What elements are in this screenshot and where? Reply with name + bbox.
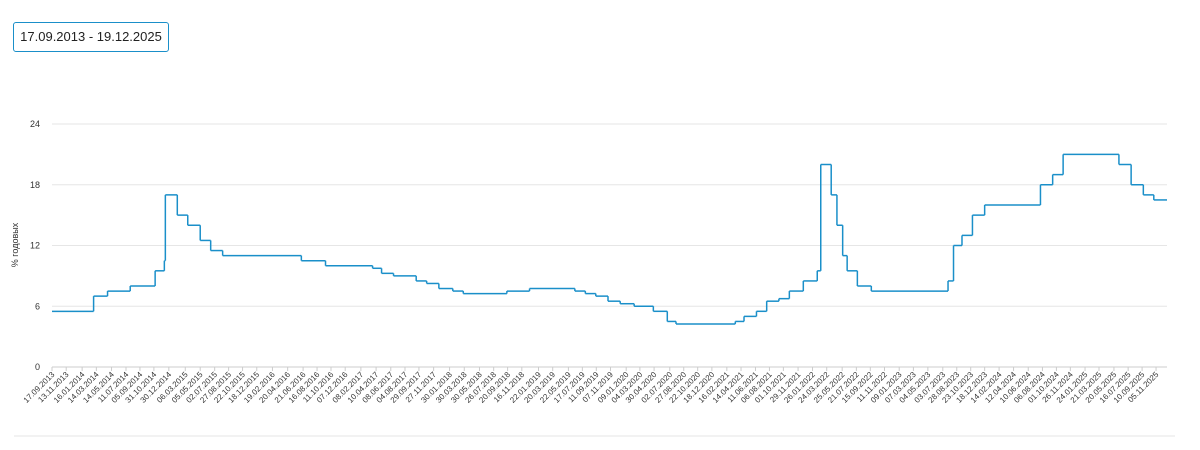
date-range-button[interactable]: 17.09.2013 - 19.12.2025	[13, 22, 169, 52]
y-axis-label: % годовых	[10, 222, 20, 267]
y-tick-label: 0	[35, 362, 40, 372]
y-tick-label: 6	[35, 301, 40, 311]
y-tick-label: 24	[30, 119, 40, 129]
y-tick-label: 18	[30, 180, 40, 190]
y-tick-label: 12	[30, 241, 40, 251]
